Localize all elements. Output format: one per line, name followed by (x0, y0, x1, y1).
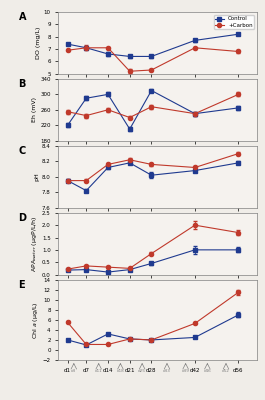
Y-axis label: APA$_{water}$ (μgP/L/h): APA$_{water}$ (μgP/L/h) (30, 215, 39, 272)
Text: A: A (19, 12, 26, 22)
Text: d11: d11 (95, 369, 103, 373)
Text: d46: d46 (204, 369, 211, 373)
Text: E: E (19, 280, 25, 290)
Text: d39: d39 (182, 369, 189, 373)
Y-axis label: Eh (mV): Eh (mV) (32, 97, 37, 122)
Text: d52: d52 (222, 369, 230, 373)
Text: d25: d25 (138, 369, 146, 373)
Text: D: D (19, 213, 26, 223)
Y-axis label: pH: pH (34, 172, 39, 181)
Text: d33: d33 (163, 369, 171, 373)
Text: d18: d18 (117, 369, 124, 373)
Legend: Control, +Carbon: Control, +Carbon (214, 15, 254, 29)
Y-axis label: DO (mg/L): DO (mg/L) (36, 27, 41, 59)
Text: B: B (19, 79, 26, 89)
Y-axis label: Chl $a$ (μg/L): Chl $a$ (μg/L) (31, 301, 40, 339)
Text: d3: d3 (71, 369, 76, 373)
Text: C: C (19, 146, 26, 156)
